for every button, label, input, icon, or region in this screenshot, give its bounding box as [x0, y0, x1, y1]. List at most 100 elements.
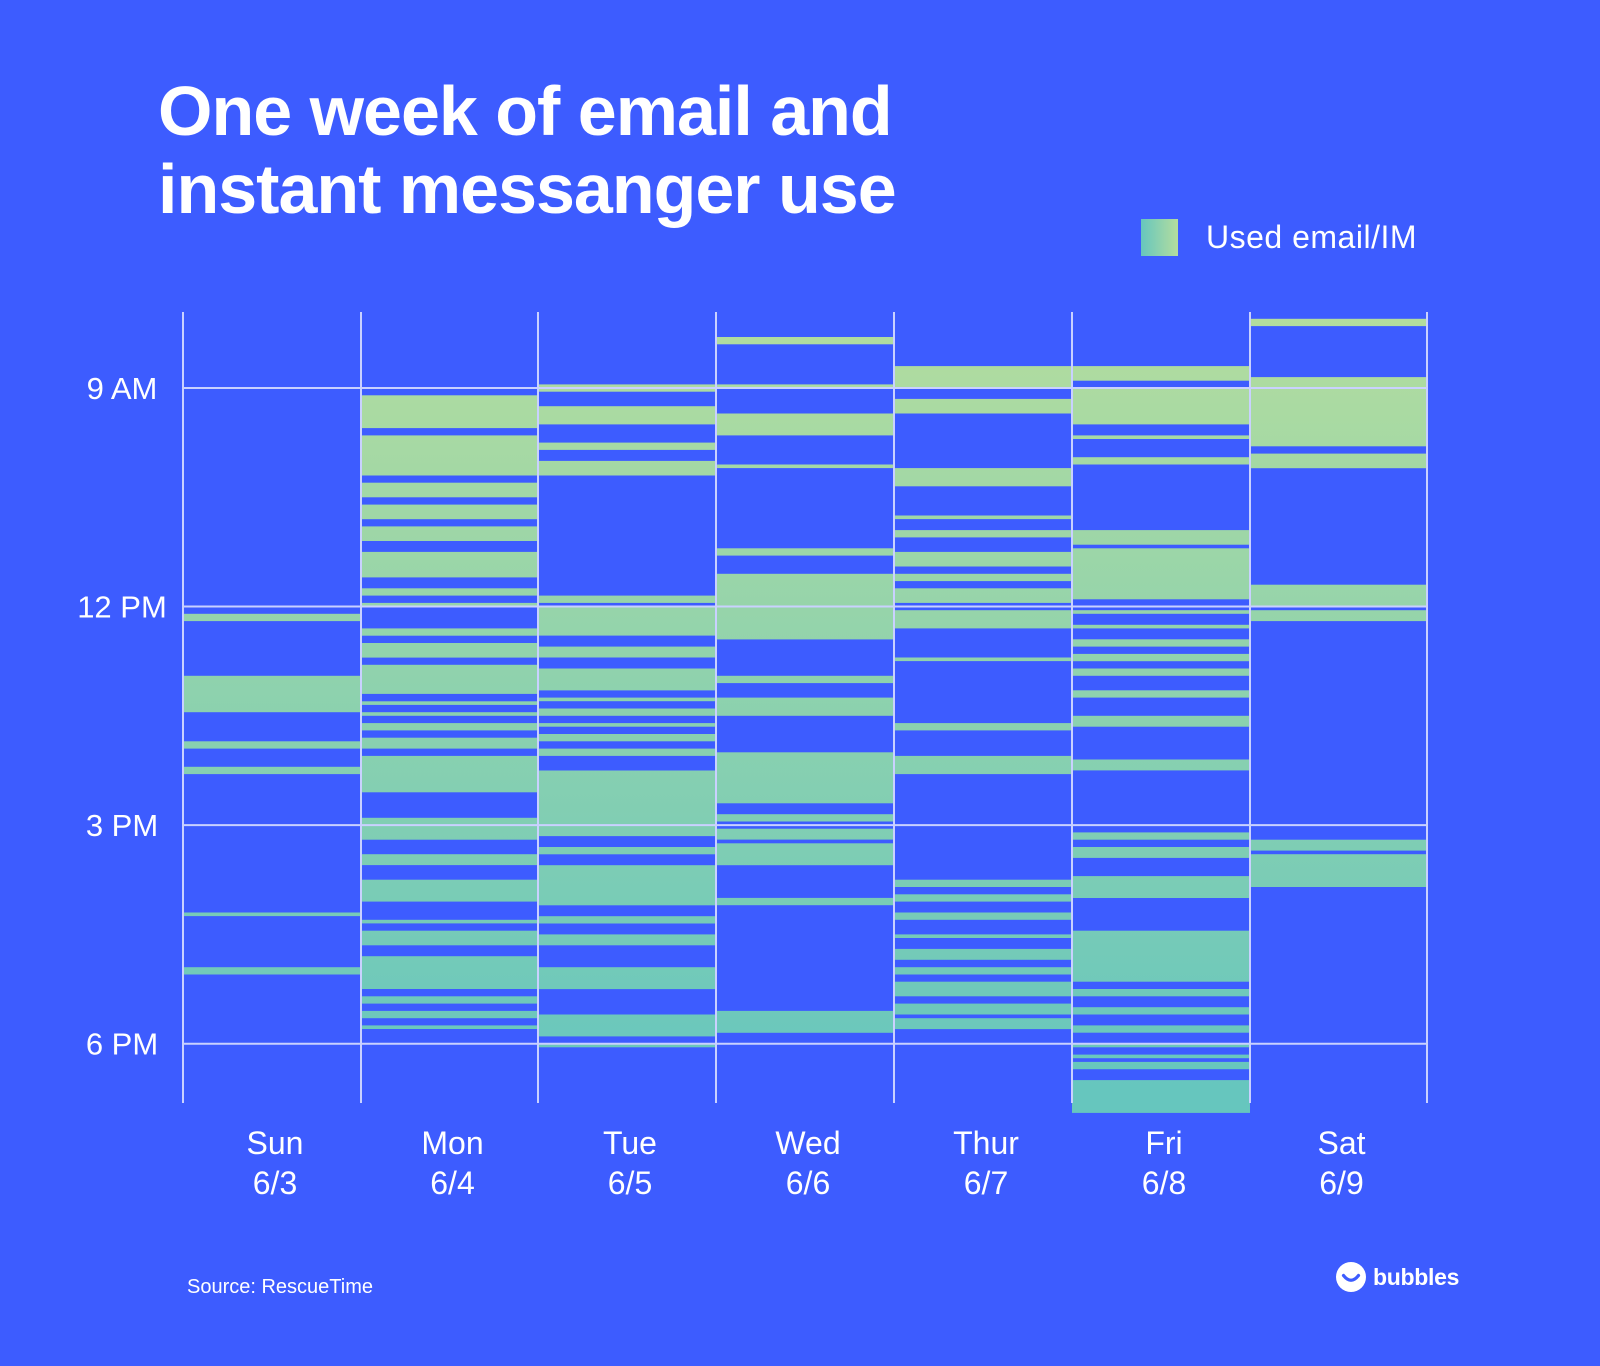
usage-segment	[1250, 610, 1427, 622]
usage-segment	[716, 828, 894, 840]
usage-segment	[361, 482, 538, 498]
usage-segment	[894, 398, 1072, 414]
usage-segment	[894, 1018, 1072, 1030]
usage-segment	[361, 602, 538, 607]
usage-segment	[1072, 715, 1250, 727]
usage-segment	[1072, 388, 1250, 425]
usage-segment	[894, 948, 1072, 960]
usage-segment	[183, 675, 361, 713]
usage-segment	[716, 697, 894, 716]
usage-segment	[1072, 1007, 1250, 1015]
usage-segment	[894, 981, 1072, 997]
usage-segment	[361, 551, 538, 578]
usage-segment	[538, 916, 716, 924]
y-tick-label: 12 PM	[77, 590, 167, 625]
usage-segment	[1250, 318, 1427, 327]
usage-segment	[361, 643, 538, 658]
usage-segment	[538, 770, 716, 837]
usage-segment	[1072, 457, 1250, 465]
usage-segment	[538, 708, 716, 716]
usage-segment	[361, 504, 538, 520]
usage-segment	[1072, 989, 1250, 997]
usage-segment	[716, 464, 894, 469]
usage-segment	[894, 657, 1072, 662]
usage-segment	[1072, 530, 1250, 545]
usage-segment	[1072, 668, 1250, 676]
usage-segment	[894, 1003, 1072, 1015]
day-name-label: Mon	[421, 1125, 483, 1161]
usage-segment	[716, 384, 894, 388]
usage-segment	[894, 723, 1072, 731]
usage-segment	[538, 668, 716, 691]
usage-segment	[1072, 1061, 1250, 1070]
day-date-label: 6/5	[608, 1165, 652, 1201]
usage-segment	[894, 515, 1072, 520]
day-date-label: 6/9	[1319, 1165, 1363, 1201]
usage-segment	[361, 526, 538, 541]
usage-segment	[1072, 610, 1250, 614]
chart-title: One week of email and instant messanger …	[158, 72, 1058, 228]
usage-segment	[538, 847, 716, 855]
usage-segment	[716, 752, 894, 804]
day-name-label: Sat	[1317, 1125, 1365, 1161]
usage-segment	[894, 530, 1072, 538]
usage-segment	[1072, 624, 1250, 629]
usage-segment	[361, 1025, 538, 1029]
brand-logo: bubbles	[1335, 1260, 1459, 1294]
usage-segment	[183, 741, 361, 749]
usage-segment	[361, 930, 538, 946]
usage-segment	[361, 723, 538, 731]
usage-segment	[1072, 1080, 1250, 1113]
source-note: Source: RescueTime	[187, 1276, 373, 1298]
usage-segment	[1250, 584, 1427, 607]
usage-segment	[361, 701, 538, 705]
usage-segment	[1250, 453, 1427, 469]
usage-segment	[361, 628, 538, 636]
usage-segment	[538, 595, 716, 603]
usage-segment	[538, 865, 716, 906]
usage-segment	[1072, 639, 1250, 647]
day-date-label: 6/6	[786, 1165, 830, 1201]
usage-segment	[361, 854, 538, 866]
usage-segment	[1250, 839, 1427, 851]
usage-segment	[538, 406, 716, 425]
usage-heatmap: 9 AM 12 PM 3 PM 6 PM Sun 6/3 Mon 6/4 Tue 6/5 Wed 6/…	[77, 312, 1428, 1201]
usage-segment	[894, 879, 1072, 887]
day-date-label: 6/7	[964, 1165, 1008, 1201]
usage-segment	[1072, 847, 1250, 858]
usage-segment	[894, 551, 1072, 567]
usage-segment	[361, 395, 538, 429]
usage-segment	[538, 460, 716, 476]
day-date-label: 6/4	[430, 1165, 474, 1201]
usage-segment	[1072, 876, 1250, 898]
usage-segment	[716, 843, 894, 866]
usage-segment	[183, 912, 361, 917]
usage-segment	[538, 442, 716, 450]
usage-segment	[538, 734, 716, 742]
usage-segment	[361, 712, 538, 716]
usage-segment	[361, 664, 538, 694]
usage-segment	[361, 956, 538, 989]
usage-segment	[1072, 435, 1250, 439]
usage-segment	[538, 748, 716, 756]
day-name-label: Fri	[1145, 1125, 1182, 1161]
day-name-label: Wed	[775, 1125, 840, 1161]
usage-segment	[1072, 548, 1250, 600]
usage-segment	[894, 573, 1072, 582]
usage-segment	[894, 894, 1072, 902]
usage-segment	[1072, 1043, 1250, 1048]
usage-segment	[538, 1014, 716, 1037]
usage-segment	[361, 879, 538, 902]
usage-segment	[1072, 832, 1250, 840]
usage-segment	[183, 967, 361, 975]
chart-title-line-1: One week of email and	[158, 72, 893, 150]
usage-segment	[538, 723, 716, 727]
usage-segment	[538, 1043, 716, 1048]
usage-segment	[538, 697, 716, 702]
usage-segment	[361, 435, 538, 476]
usage-segment	[1072, 930, 1250, 982]
usage-segment	[361, 588, 538, 596]
usage-segment	[716, 897, 894, 906]
legend-label: Used email/IM	[1206, 218, 1417, 255]
y-tick-label: 9 AM	[87, 371, 158, 406]
